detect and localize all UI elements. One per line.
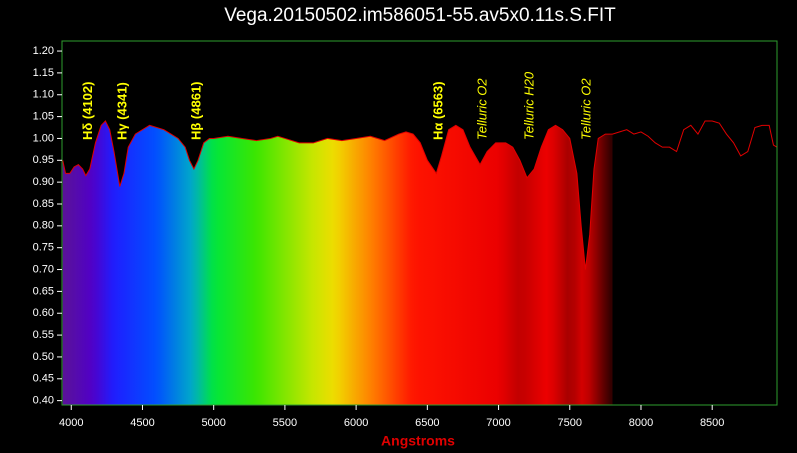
y-tick-label: 0.65 (33, 285, 54, 297)
y-tick-label: 0.95 (33, 154, 54, 166)
annotation: Hβ (4861) (188, 81, 203, 140)
x-tick-label: 5500 (273, 417, 297, 429)
spectrum-line (62, 120, 778, 270)
x-tick-label: 4500 (130, 417, 154, 429)
y-tick-label: 1.10 (33, 89, 54, 101)
x-axis-label: Angstroms (381, 433, 455, 449)
x-tick-label: 8500 (700, 417, 724, 429)
y-tick-label: 1.15 (33, 67, 54, 79)
y-tick-label: 0.70 (33, 263, 54, 275)
annotation: Hγ (4341) (114, 82, 129, 140)
y-tick-label: 0.50 (33, 351, 54, 363)
x-tick-label: 7500 (558, 417, 582, 429)
y-tick-label: 0.90 (33, 176, 54, 188)
x-tick-label: 6000 (344, 417, 368, 429)
y-tick-label: 0.75 (33, 242, 54, 254)
annotation: Telluric H20 (521, 71, 536, 140)
y-tick-label: 0.60 (33, 307, 54, 319)
spectrum-fill (62, 120, 613, 405)
annotation: Hα (6563) (431, 81, 446, 140)
y-tick-label: 0.45 (33, 373, 54, 385)
annotation: Hδ (4102) (80, 82, 95, 140)
x-tick-label: 6500 (415, 417, 439, 429)
y-tick-label: 1.00 (33, 132, 54, 144)
x-tick-label: 4000 (59, 417, 83, 429)
x-tick-label: 5000 (201, 417, 225, 429)
annotation: Telluric O2 (474, 78, 489, 140)
annotation: Telluric O2 (578, 78, 593, 140)
plot-frame (61, 40, 778, 406)
x-tick-label: 7000 (486, 417, 510, 429)
y-tick-label: 1.05 (33, 111, 54, 123)
chart-title: Vega.20150502.im586051-55.av5x0.11s.S.FI… (224, 5, 616, 26)
y-tick-label: 0.55 (33, 329, 54, 341)
y-tick-label: 0.40 (33, 395, 54, 407)
x-tick-label: 8000 (629, 417, 653, 429)
y-tick-label: 1.20 (33, 45, 54, 57)
y-tick-label: 0.80 (33, 220, 54, 232)
y-tick-label: 0.85 (33, 198, 54, 210)
